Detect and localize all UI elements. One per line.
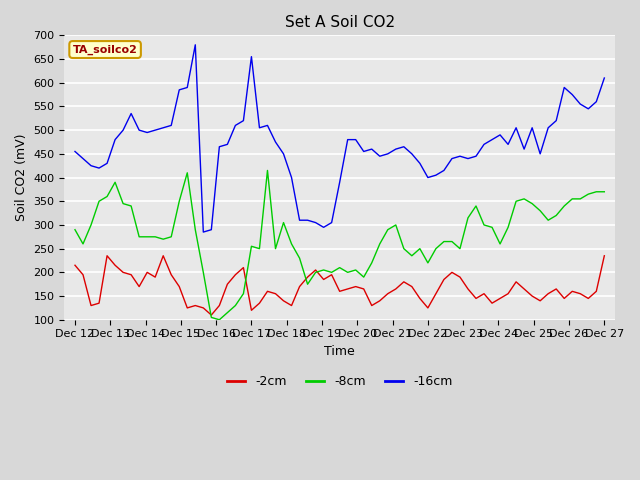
-2cm	[71, 263, 79, 268]
-2cm	[304, 274, 312, 280]
-8cm	[568, 196, 576, 202]
Line: -8cm: -8cm	[75, 170, 604, 320]
-16cm	[568, 92, 576, 97]
-16cm	[600, 75, 608, 81]
-2cm	[119, 269, 127, 275]
-8cm	[304, 281, 312, 287]
-8cm	[216, 317, 223, 323]
-16cm	[71, 149, 79, 155]
Text: TA_soilco2: TA_soilco2	[73, 44, 138, 55]
-16cm	[191, 42, 199, 48]
-16cm	[304, 217, 312, 223]
-8cm	[71, 227, 79, 233]
Title: Set A Soil CO2: Set A Soil CO2	[285, 15, 395, 30]
Line: -16cm: -16cm	[75, 45, 604, 232]
-2cm	[103, 253, 111, 259]
-8cm	[488, 225, 496, 230]
-16cm	[135, 127, 143, 133]
Line: -2cm: -2cm	[75, 256, 604, 315]
-2cm	[207, 312, 215, 318]
-2cm	[328, 272, 335, 277]
Y-axis label: Soil CO2 (mV): Soil CO2 (mV)	[15, 134, 28, 221]
-2cm	[568, 288, 576, 294]
-8cm	[328, 269, 335, 275]
-8cm	[135, 234, 143, 240]
-8cm	[264, 168, 271, 173]
-16cm	[328, 220, 335, 226]
-16cm	[488, 137, 496, 143]
-16cm	[111, 137, 119, 143]
-8cm	[600, 189, 608, 195]
-16cm	[200, 229, 207, 235]
-2cm	[143, 269, 151, 275]
-8cm	[111, 180, 119, 185]
-2cm	[600, 253, 608, 259]
-2cm	[488, 300, 496, 306]
Legend: -2cm, -8cm, -16cm: -2cm, -8cm, -16cm	[221, 370, 458, 393]
X-axis label: Time: Time	[324, 345, 355, 358]
